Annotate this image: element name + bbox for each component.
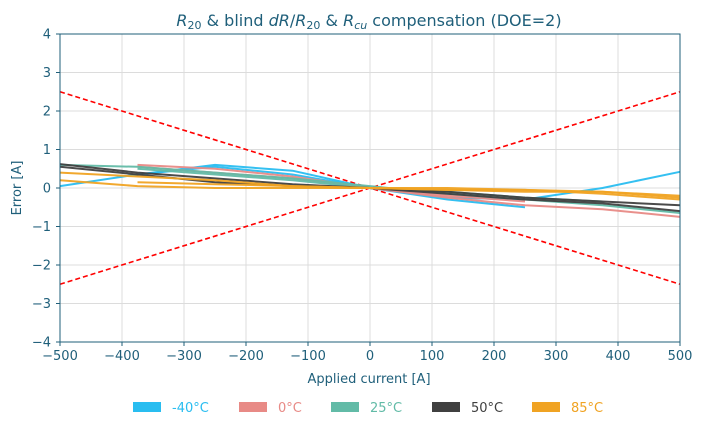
x-ticks: −500 −400 −300 −200 −100 0 100 200 300 400 500 bbox=[42, 342, 692, 364]
y-tick-label: −1 bbox=[32, 220, 51, 235]
legend-swatch bbox=[432, 402, 460, 412]
title-part: & bbox=[320, 11, 343, 30]
x-tick-label: 0 bbox=[366, 349, 374, 364]
y-tick-label: 3 bbox=[43, 66, 51, 81]
x-tick-label: 400 bbox=[606, 349, 631, 364]
y-tick-label: 0 bbox=[43, 182, 51, 197]
legend-swatch bbox=[331, 402, 359, 412]
x-tick-label: 100 bbox=[420, 349, 445, 364]
title-part: compensation (DOE=2) bbox=[367, 11, 561, 30]
y-tick-label: 1 bbox=[43, 143, 51, 158]
y-tick-label: 2 bbox=[43, 105, 51, 120]
y-tick-label: −4 bbox=[32, 336, 51, 351]
y-ticks: −4 −3 −2 −1 0 1 2 3 4 bbox=[32, 28, 60, 351]
y-tick-label: 4 bbox=[43, 28, 51, 43]
legend-label: 0°C bbox=[278, 401, 302, 416]
legend-swatch bbox=[532, 402, 560, 412]
x-tick-label: −300 bbox=[166, 349, 202, 364]
y-tick-label: −3 bbox=[32, 297, 51, 312]
x-tick-label: −100 bbox=[290, 349, 326, 364]
title-part: / bbox=[290, 11, 296, 30]
title-part: 20 bbox=[306, 19, 320, 32]
title-part: 20 bbox=[188, 19, 202, 32]
x-tick-label: 200 bbox=[482, 349, 507, 364]
legend-label: -40°C bbox=[172, 401, 209, 416]
legend-label: 25°C bbox=[370, 401, 402, 416]
x-tick-label: 300 bbox=[544, 349, 569, 364]
title-part: R bbox=[176, 11, 187, 30]
title-part: & blind bbox=[202, 11, 269, 30]
legend-swatch bbox=[133, 402, 161, 412]
chart-title: R20 & blind dR/R20 & Rcu compensation (D… bbox=[176, 11, 561, 32]
x-tick-label: −400 bbox=[104, 349, 140, 364]
title-part: cu bbox=[354, 19, 367, 32]
series-lines bbox=[59, 163, 681, 218]
legend-swatch bbox=[239, 402, 267, 412]
legend: -40°C 0°C 25°C 50°C 85°C bbox=[133, 401, 603, 416]
x-tick-label: −200 bbox=[228, 349, 264, 364]
x-axis-label: Applied current [A] bbox=[307, 372, 430, 387]
title-part: R bbox=[295, 11, 306, 30]
title-part: dR bbox=[269, 11, 290, 30]
title-part: R bbox=[343, 11, 354, 30]
x-tick-label: −500 bbox=[42, 349, 78, 364]
y-axis-label: Error [A] bbox=[10, 161, 25, 216]
legend-label: 50°C bbox=[471, 401, 503, 416]
series-line-4-2 bbox=[137, 181, 681, 201]
x-tick-label: 500 bbox=[668, 349, 693, 364]
legend-label: 85°C bbox=[571, 401, 603, 416]
series-line-2-0 bbox=[59, 163, 681, 214]
y-tick-label: −2 bbox=[32, 259, 51, 274]
